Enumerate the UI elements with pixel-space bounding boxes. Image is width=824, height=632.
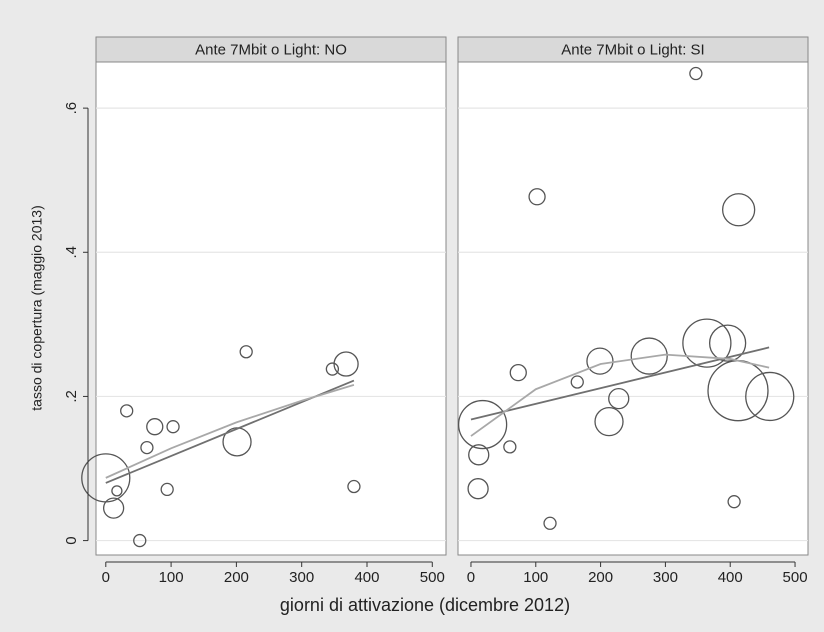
bubble [528,188,546,206]
x-tick-label: 200 [224,569,249,586]
fit-line [470,346,770,421]
x-tick-label: 300 [653,569,678,586]
bubble [543,516,557,530]
x-tick-label: 400 [354,569,379,586]
x-tick-label: 0 [102,569,110,586]
x-tick-label: 500 [420,569,445,586]
fit-line [105,384,355,479]
bubble [468,444,490,466]
bubble [608,387,630,410]
y-axis-title: tasso di copertura (maggio 2013) [29,205,45,410]
x-tick-label: 100 [523,569,548,586]
x-tick-label: 0 [467,569,475,586]
bubble [133,533,147,548]
plot-area [95,61,447,556]
bubble [586,347,614,375]
bubble [721,193,756,227]
y-tick-label: .4 [63,246,80,259]
bubble [140,440,154,455]
plot-area [457,61,809,556]
x-axis-title: giorni di attivazione (dicembre 2012) [280,595,570,615]
bubble [467,478,489,500]
panel-strip [95,36,447,63]
bubble [239,345,253,359]
x-tick-label: 300 [289,569,314,586]
panel-strip [457,36,809,63]
bubble [333,351,359,377]
bubble [503,440,517,454]
bubble [682,318,732,368]
bubble [325,362,340,376]
bubble [102,497,125,519]
bubble [160,482,174,497]
y-tick-label: .6 [63,102,80,115]
bubble [689,66,703,81]
bubble [727,495,741,509]
bubble [630,337,668,375]
bubble [745,371,795,422]
x-tick-label: 100 [159,569,184,586]
x-tick-label: 200 [588,569,613,586]
bubble [347,479,361,494]
bubble [166,420,180,434]
bubble [120,404,134,418]
y-tick-label: 0 [63,536,80,544]
bubble [570,375,584,389]
fit-line [470,353,770,437]
bubble [594,407,624,437]
bubble [708,324,747,362]
bubble [111,485,123,497]
bubble [457,399,508,450]
bubble [146,418,164,436]
bubble [509,363,527,382]
y-tick-label: .2 [63,390,80,403]
x-tick-label: 400 [718,569,743,586]
panel-title: Ante 7Mbit o Light: SI [561,41,704,58]
x-tick-label: 500 [783,569,808,586]
panel-title: Ante 7Mbit o Light: NO [195,41,347,58]
